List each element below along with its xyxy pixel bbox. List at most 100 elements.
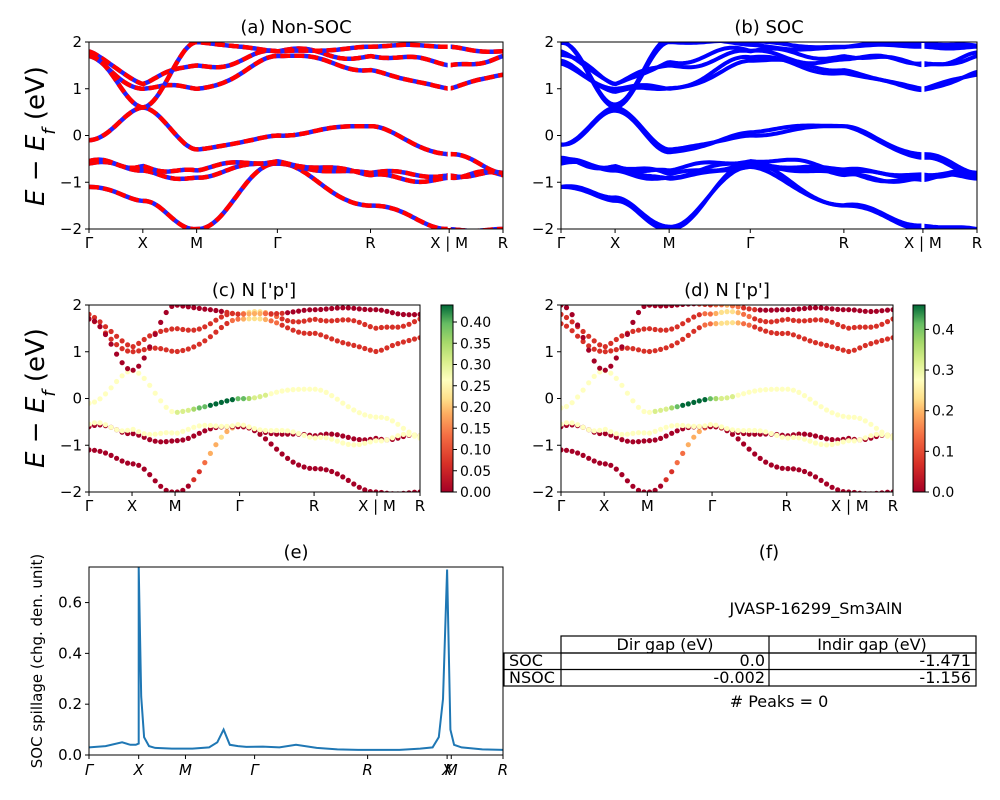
projected-band-point [163, 309, 169, 316]
projected-band-point [873, 323, 880, 329]
projected-band-point [635, 439, 642, 445]
projected-band-point [785, 386, 791, 392]
projected-band-point [646, 489, 653, 492]
projected-band-point [658, 435, 664, 441]
projected-band-point [318, 434, 324, 440]
ytick-label: 2 [544, 296, 554, 314]
projected-band-point [757, 387, 763, 393]
projected-band-point [169, 438, 175, 444]
projected-band-point [796, 306, 802, 312]
projected-band-point [136, 340, 142, 346]
projected-band-point [763, 459, 769, 465]
projected-band-point [218, 434, 224, 440]
projected-band-point [746, 322, 752, 328]
projected-band-point [768, 462, 774, 468]
projected-band-point [373, 348, 379, 355]
projected-band-point [290, 459, 296, 465]
projected-band-point [152, 438, 158, 444]
projected-band-point [635, 404, 642, 410]
band-line-up [89, 53, 503, 91]
projected-band-point [591, 458, 597, 464]
projected-band-point [213, 442, 219, 448]
projected-band-point [569, 420, 575, 426]
projected-band-point [630, 319, 636, 325]
projected-band-point [691, 434, 697, 440]
projected-band-point [102, 324, 109, 330]
projected-band-point [108, 341, 114, 347]
projected-band-point [702, 311, 708, 317]
projected-band-point [741, 311, 747, 317]
projected-band-point [868, 341, 874, 347]
projected-band-point [301, 432, 307, 438]
soc-band-line [561, 54, 977, 94]
ytick-label: 0.0 [58, 746, 82, 764]
projected-band-point [91, 447, 98, 453]
xtick-label: X [599, 497, 609, 515]
projected-band-point [563, 314, 570, 321]
projected-band-point [646, 305, 653, 308]
projected-band-point [630, 483, 636, 489]
projected-band-point [185, 426, 191, 432]
projected-band-point [125, 366, 131, 372]
projected-band-point [746, 427, 752, 434]
projected-band-point [602, 344, 608, 350]
projected-band-point [356, 441, 362, 448]
projected-band-point [307, 434, 313, 440]
projected-band-point [785, 307, 791, 313]
ytick-label: −2 [60, 220, 82, 238]
projected-band-point [652, 408, 658, 414]
projected-band-point [406, 337, 412, 344]
projected-band-point [218, 399, 224, 405]
projected-band-point [890, 316, 893, 322]
projected-band-point [851, 489, 857, 492]
projected-band-point [169, 305, 175, 309]
projected-band-point [829, 484, 835, 490]
colorbar-tick-label: 0.0 [932, 485, 954, 501]
xtick-label: M [641, 497, 654, 515]
projected-band-point [597, 427, 603, 433]
projected-band-point [91, 420, 98, 426]
projected-band-point [840, 439, 846, 445]
projected-band-point [835, 345, 841, 352]
projected-band-point [185, 435, 191, 441]
projected-band-point [279, 431, 285, 437]
projected-band-point [735, 305, 741, 310]
projected-band-point [713, 305, 719, 308]
projected-band-point [707, 422, 714, 428]
projected-band-point [356, 484, 362, 490]
ytick-label: 0 [72, 390, 82, 408]
projected-band-point [285, 387, 291, 393]
projected-band-point [384, 324, 390, 330]
panel-f-title: (f) [759, 542, 779, 563]
projected-band-point [635, 487, 642, 492]
projected-band-point [741, 441, 747, 447]
projected-band-point [362, 440, 368, 446]
panel-d-title: (d) N ['p'] [684, 280, 770, 301]
projected-band-point [251, 316, 258, 322]
projected-band-point [873, 425, 880, 431]
projected-band-point [318, 387, 324, 393]
xtick-label: Γ [85, 234, 94, 252]
projected-band-point [669, 469, 675, 475]
projected-band-point [411, 319, 418, 325]
projected-band-point [246, 316, 252, 322]
projected-band-point [824, 481, 830, 487]
projected-band-point [652, 437, 658, 443]
ytick-label: 1 [72, 80, 82, 98]
projected-band-point [307, 386, 313, 392]
projected-band-point [652, 428, 658, 434]
colorbar-tick-label: 0.4 [932, 322, 954, 338]
projected-band-point [196, 405, 202, 411]
projected-band-point [591, 358, 597, 364]
projected-band-point [147, 344, 153, 350]
projected-band-point [857, 308, 863, 314]
projected-band-point [202, 422, 208, 428]
xtick-label: X [138, 234, 148, 252]
xtick-label: R [362, 761, 372, 779]
projected-band-point [790, 387, 797, 393]
xtick-label: Γ [250, 761, 260, 779]
projected-band-point [608, 429, 614, 435]
projected-band-point [835, 321, 841, 328]
projected-band-point [180, 305, 186, 309]
projected-band-point [613, 336, 619, 343]
